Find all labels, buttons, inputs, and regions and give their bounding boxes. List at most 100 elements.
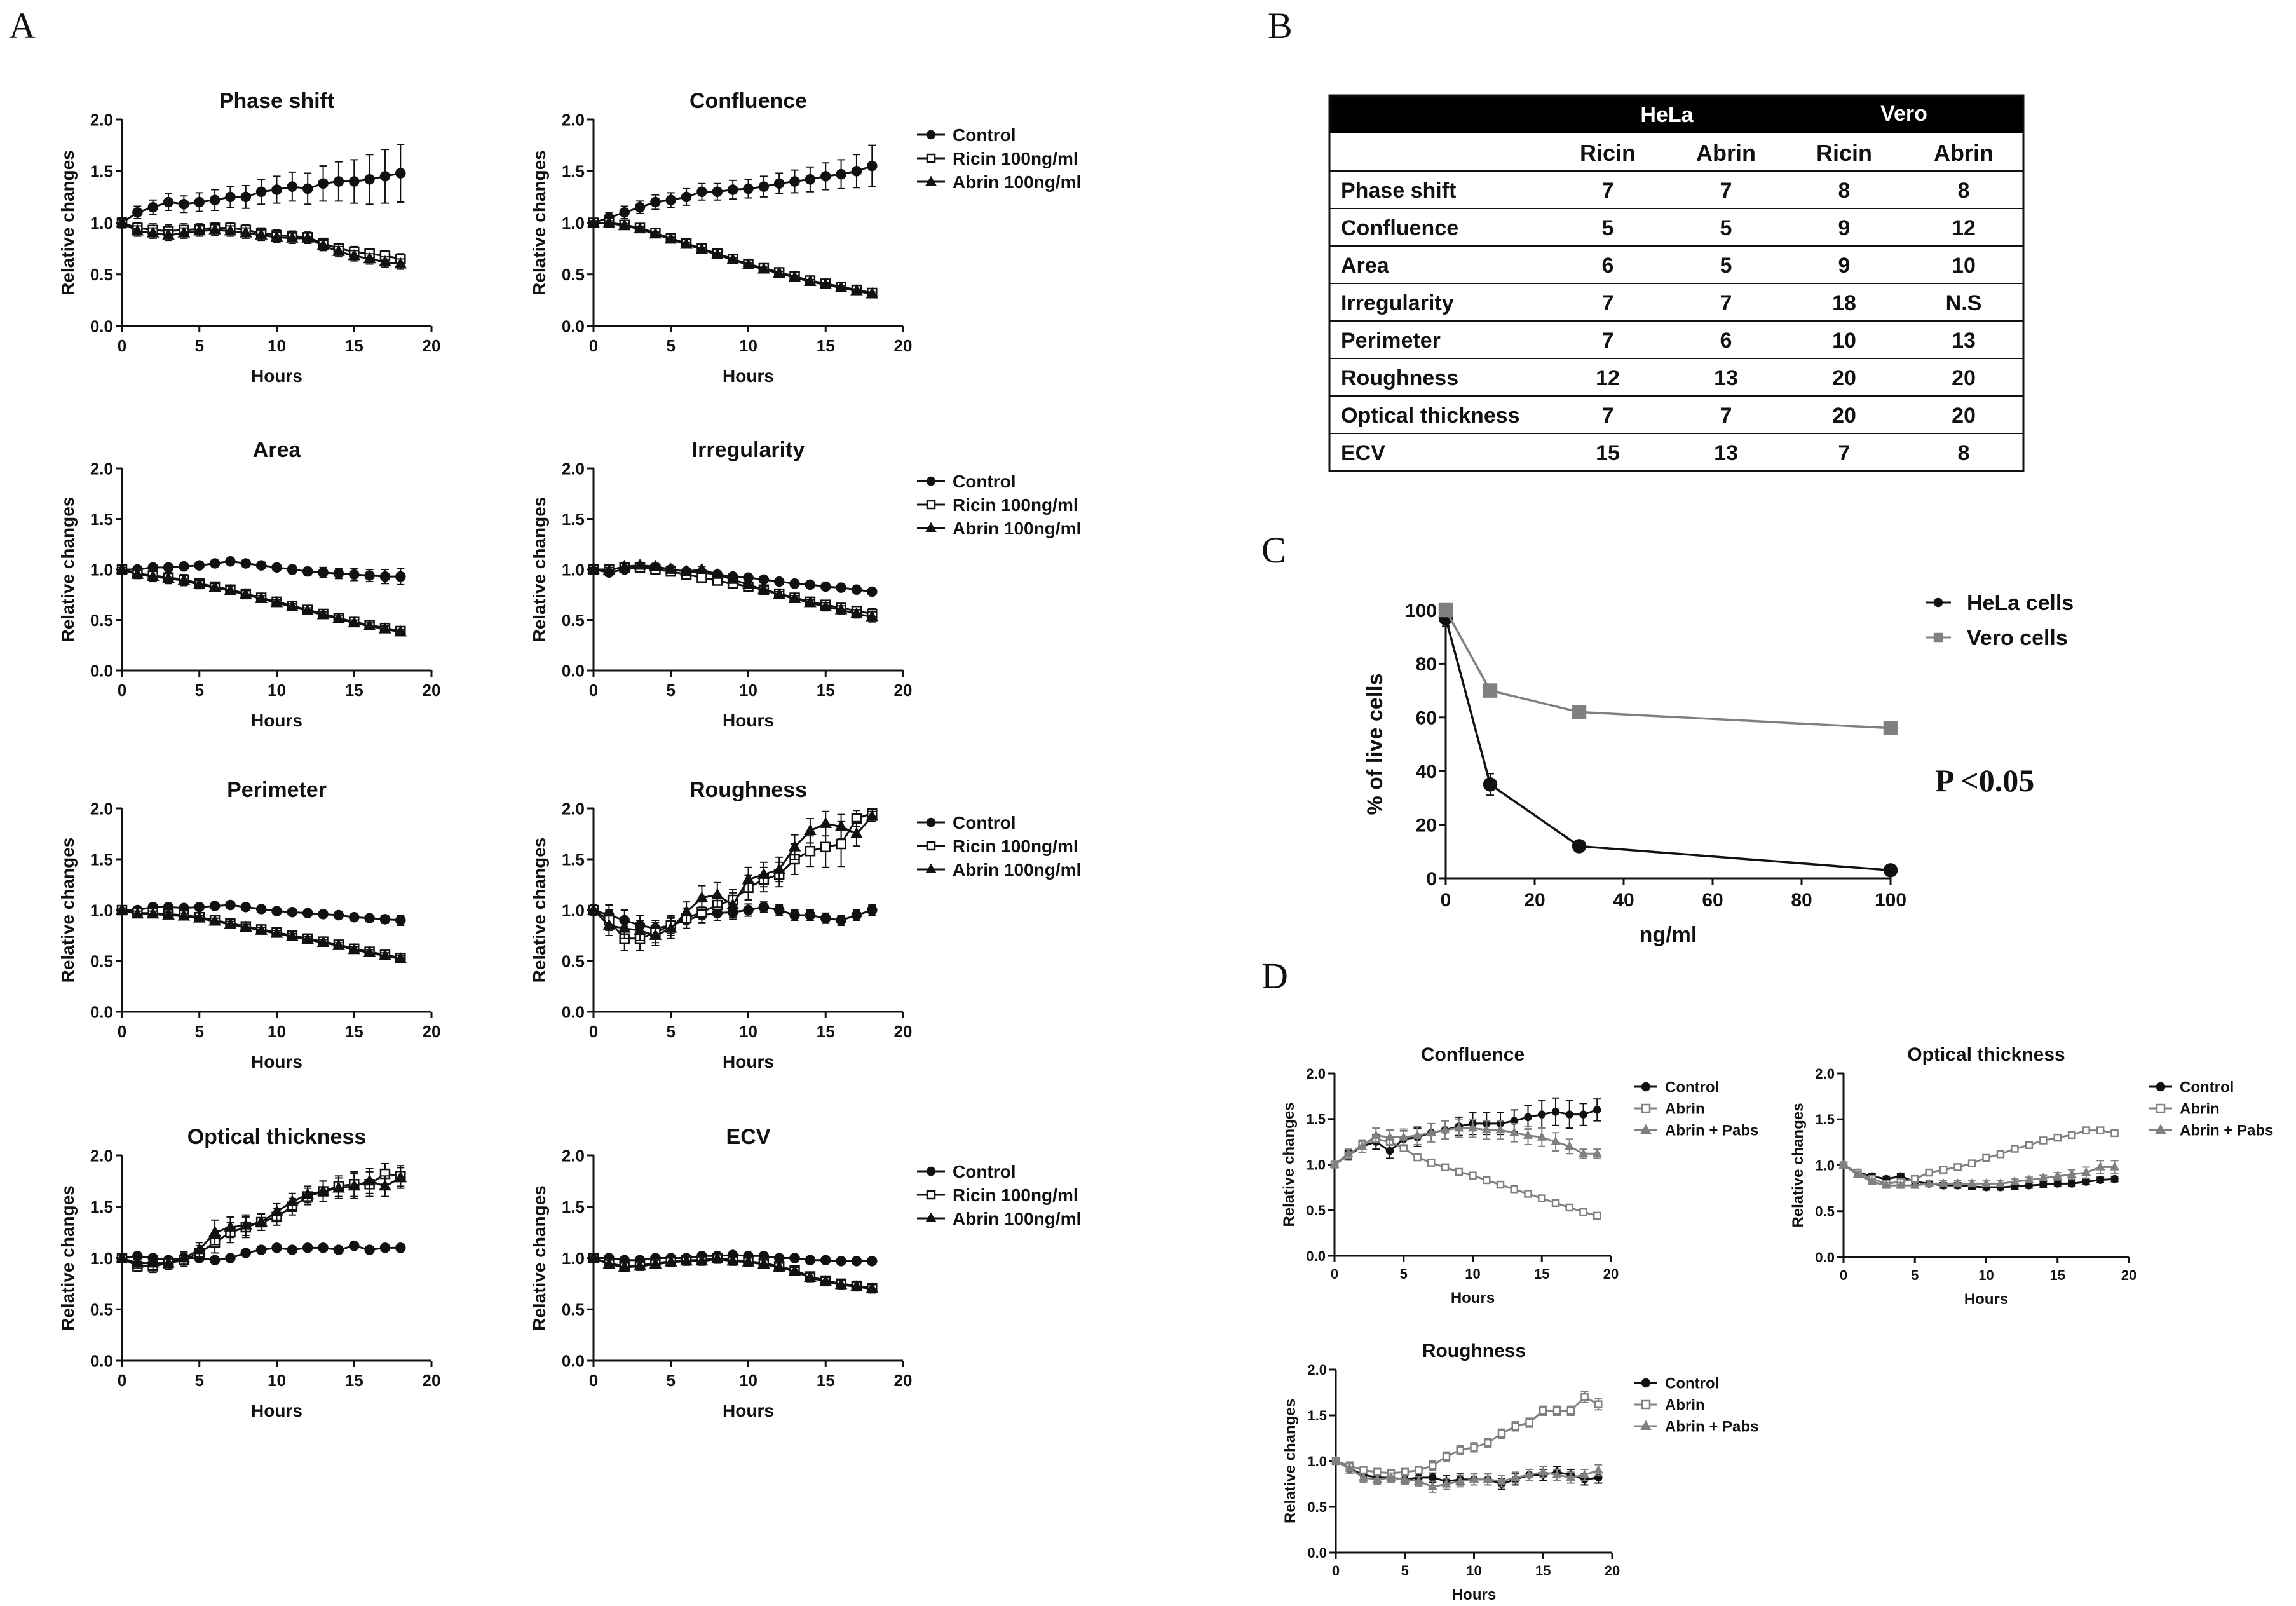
- x-tick-label: 80: [1791, 890, 1812, 911]
- data-point: [224, 583, 237, 595]
- data-point: [2067, 1131, 2076, 1140]
- data-point: [395, 571, 406, 582]
- data-point: [286, 231, 299, 243]
- data-point: [866, 810, 879, 821]
- y-tick-label: 0.5: [1815, 1204, 1835, 1220]
- data-point: [287, 564, 298, 575]
- data-point: [1345, 1463, 1355, 1472]
- data-point: [1441, 1163, 1450, 1172]
- legend: Control Abrin Abrin + Pabs: [2149, 1079, 2273, 1140]
- data-point: [1578, 1148, 1589, 1157]
- y-tick-label: 0: [1426, 869, 1437, 890]
- data-point: [255, 1215, 268, 1227]
- legend-label: Control: [953, 1162, 1016, 1181]
- data-point: [379, 914, 391, 925]
- legend-label: Abrin 100ng/ml: [953, 172, 1081, 192]
- data-point: [240, 1248, 252, 1258]
- data-point: [834, 1277, 848, 1290]
- data-point: [193, 1242, 206, 1255]
- data-point: [805, 174, 816, 185]
- data-point: [2081, 1167, 2091, 1176]
- data-point: [1580, 1392, 1589, 1401]
- data-point: [773, 266, 786, 278]
- x-axis-label: Hours: [1452, 1586, 1496, 1603]
- data-point: [2067, 1180, 2076, 1188]
- y-tick-label: 1.5: [90, 510, 113, 529]
- data-point: [131, 1256, 144, 1268]
- data-point: [866, 287, 879, 299]
- legend-label: Abrin + Pabs: [1665, 1419, 1758, 1436]
- data-point: [318, 909, 329, 920]
- data-point: [1896, 1180, 1906, 1189]
- y-tick-label: 2.0: [1306, 1066, 1326, 1082]
- data-point: [664, 1255, 677, 1267]
- chart-live-cells: 0 20 40 60 80 100 0 20 40 60 80 100 ng/ml % of live c…: [1363, 591, 2074, 947]
- data-point: [850, 607, 863, 618]
- data-point: [804, 1270, 817, 1283]
- y-tick-label: 0.0: [1307, 1545, 1327, 1561]
- x-tick-label: 0: [1441, 890, 1451, 911]
- data-point: [634, 559, 646, 570]
- y-axis-label: Relative changes: [58, 1185, 78, 1331]
- x-tick-label: 5: [195, 1022, 204, 1041]
- table-cell: 7: [1602, 179, 1614, 203]
- data-point: [1881, 1180, 1891, 1189]
- series-line: [1444, 609, 1891, 730]
- row-label: Optical thickness: [1341, 404, 1520, 428]
- series-control: [116, 556, 406, 585]
- data-point: [395, 1242, 406, 1253]
- data-point: [805, 579, 816, 590]
- legend-label: Abrin + Pabs: [1665, 1122, 1758, 1140]
- legend-item-abrin-100ng-ml-marker: [925, 863, 937, 874]
- data-point: [1538, 1110, 1546, 1119]
- data-point: [1524, 1190, 1532, 1198]
- data-point: [680, 905, 693, 917]
- data-point: [820, 841, 831, 853]
- data-point: [1565, 1203, 1573, 1212]
- data-point: [301, 1187, 315, 1199]
- data-point: [1910, 1180, 1920, 1189]
- data-point: [177, 573, 191, 585]
- y-tick-label: 0.5: [90, 1300, 113, 1319]
- data-point: [1552, 1469, 1562, 1478]
- legend-item-ricin-100ng-ml-marker: [926, 500, 936, 510]
- legend-item-control-marker: [926, 1166, 936, 1176]
- table-threshold-hours: HeLa Vero Ricin Abrin Ricin Abrin Phase shift 7…: [1328, 94, 2025, 472]
- x-tick-label: 20: [1603, 1266, 1619, 1282]
- data-point: [1481, 1124, 1491, 1134]
- x-tick-label: 0: [118, 1022, 126, 1041]
- table-header-bar: [1329, 95, 2023, 133]
- data-point: [1579, 1110, 1587, 1119]
- y-tick-label: 0.5: [562, 1300, 585, 1319]
- data-point: [1509, 1127, 1519, 1136]
- data-point: [1469, 1171, 1477, 1180]
- y-tick-label: 2.0: [562, 799, 585, 818]
- y-tick-label: 1.0: [562, 214, 585, 233]
- table-row: Perimeter 7 6 10 13: [1341, 329, 1976, 353]
- series-control: [1331, 1457, 1603, 1490]
- data-point: [146, 226, 160, 238]
- y-tick-label: 1.5: [562, 510, 585, 529]
- x-tick-label: 10: [268, 1371, 286, 1390]
- data-point: [1952, 1178, 1963, 1187]
- series-abrin-100ng-ml: [116, 903, 407, 963]
- data-point: [757, 262, 770, 274]
- table-cell: 9: [1838, 216, 1851, 240]
- table-row: Phase shift 7 7 8 8: [1341, 179, 1969, 203]
- data-point: [349, 1240, 360, 1251]
- p-value-annotation: P <0.05: [1935, 763, 2034, 798]
- data-point: [2109, 1162, 2120, 1171]
- x-axis-label: Hours: [723, 1052, 774, 1072]
- data-point: [1967, 1178, 1977, 1187]
- legend-item-hela-cells-marker: [1933, 597, 1943, 608]
- legend-item-control-marker: [926, 130, 936, 140]
- data-point: [177, 909, 191, 921]
- series-abrin-100ng-ml: [116, 1167, 407, 1270]
- x-tick-label: 5: [1401, 1563, 1409, 1579]
- legend-item-control-marker: [926, 476, 936, 486]
- data-point: [758, 901, 770, 913]
- data-point: [2067, 1169, 2077, 1178]
- data-point: [255, 186, 267, 197]
- y-tick-label: 0.0: [562, 661, 585, 680]
